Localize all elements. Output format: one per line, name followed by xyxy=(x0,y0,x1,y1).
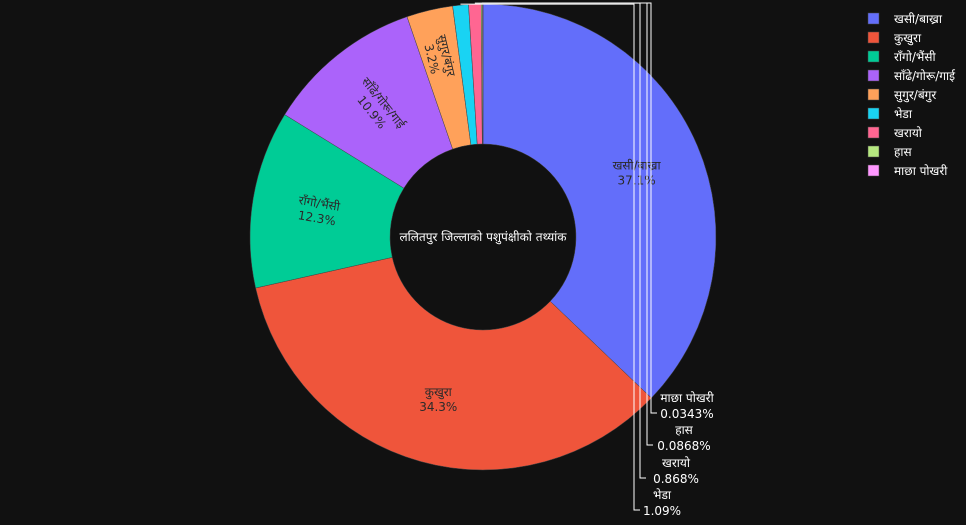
slice-label-percent: 12.3% xyxy=(297,208,337,228)
legend-label: साँढे/गोरू/गाई xyxy=(894,69,956,83)
leader-line xyxy=(474,2,646,479)
legend-label: भेडा xyxy=(894,107,913,121)
legend-swatch xyxy=(867,126,880,139)
legend-item[interactable]: साँढे/गोरू/गाई xyxy=(867,69,956,83)
legend-item[interactable]: खसी/बाख्रा xyxy=(867,12,943,26)
legend-swatch xyxy=(867,50,880,63)
outside-label-name: माछा पोखरी xyxy=(660,391,714,405)
legend-item[interactable]: हास xyxy=(867,145,912,159)
outside-label-percent: 0.0343% xyxy=(660,407,713,421)
legend-swatch xyxy=(867,145,880,158)
outside-label-percent: 0.0868% xyxy=(657,439,710,453)
legend-swatch xyxy=(867,12,880,25)
outside-label-name: खरायो xyxy=(662,456,691,470)
slice-8[interactable] xyxy=(482,3,484,145)
legend-item[interactable]: कुखुरा xyxy=(867,31,922,46)
legend-label: खसी/बाख्रा xyxy=(894,12,943,26)
leader-line xyxy=(460,3,640,511)
outside-labels: माछा पोखरी0.0343%हास0.0868%खरायो0.868%भे… xyxy=(460,2,715,518)
slice-label-percent: 3.2% xyxy=(421,43,442,76)
outside-label-name: भेडा xyxy=(653,488,672,502)
slice-label-0: खसी/बाख्रा37.1% xyxy=(613,158,662,187)
slice-0[interactable] xyxy=(482,3,717,399)
legend-label: माछा पोखरी xyxy=(894,164,948,178)
slice-2[interactable] xyxy=(249,114,405,289)
outside-label-percent: 1.09% xyxy=(643,504,681,518)
slice-label-percent: 37.1% xyxy=(618,173,656,187)
slice-1[interactable] xyxy=(255,257,652,471)
outside-label-8: माछा पोखरी 0.0343% xyxy=(482,2,715,421)
slice-label-name: खसी/बाख्रा xyxy=(613,158,662,172)
slice-label-percent: 34.3% xyxy=(419,400,457,414)
legend-swatch xyxy=(867,107,880,120)
legend-label: हास xyxy=(894,145,912,159)
chart-title: ललितपुर जिल्लाको पशुपंक्षीको तथ्यांक xyxy=(400,230,568,245)
outside-label-percent: 0.868% xyxy=(653,472,699,486)
legend-item[interactable]: खरायो xyxy=(867,126,923,140)
pie-slices xyxy=(249,3,717,471)
outside-label-5: भेडा 1.09% xyxy=(460,3,681,518)
legend-label: राँगो/भैंसी xyxy=(894,50,936,64)
legend-item[interactable]: सुगुर/बंगुर xyxy=(867,88,937,103)
slice-label-name: कुखुरा xyxy=(425,385,453,400)
legend-swatch xyxy=(867,69,880,82)
legend-item[interactable]: राँगो/भैंसी xyxy=(867,50,936,64)
legend-swatch xyxy=(867,88,880,101)
legend-item[interactable]: भेडा xyxy=(867,107,913,121)
legend-label: कुखुरा xyxy=(894,31,922,46)
outside-label-6: खरायो 0.868% xyxy=(474,2,699,486)
legend-label: खरायो xyxy=(894,126,923,140)
legend-swatch xyxy=(867,31,880,44)
outside-label-name: हास xyxy=(675,423,693,437)
legend-label: सुगुर/बंगुर xyxy=(894,88,937,103)
slice-label-2: राँगो/भैंसी12.3% xyxy=(297,193,342,228)
slice-label-1: कुखुरा34.3% xyxy=(419,385,457,414)
legend-item[interactable]: माछा पोखरी xyxy=(867,164,948,178)
slice-3[interactable] xyxy=(284,16,453,189)
legend[interactable]: खसी/बाख्रा कुखुरा राँगो/भैंसी साँढे/गोरू/गा… xyxy=(867,12,956,178)
slice-label-name: राँगो/भैंसी xyxy=(298,193,342,214)
legend-swatch xyxy=(867,164,880,177)
